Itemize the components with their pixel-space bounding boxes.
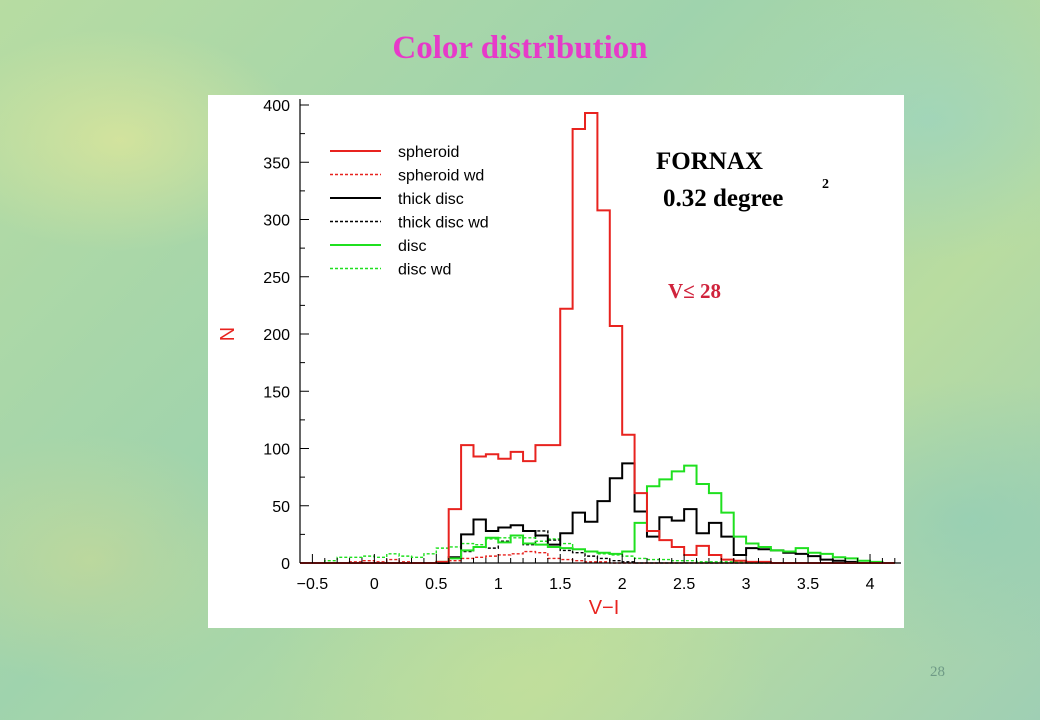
x-tick-label: −0.5 bbox=[297, 576, 329, 593]
x-axis-label: V−I bbox=[589, 597, 620, 619]
y-tick-label: 350 bbox=[263, 155, 290, 172]
axes-group: 0 50 100 150 200 250 300 350 400 −0.5 0 0.5 1 1.5 2 2.5… bbox=[217, 98, 901, 619]
survey-area-label: 0.32 degree bbox=[663, 185, 784, 212]
x-tick-label: 2 bbox=[618, 576, 627, 593]
x-tick-label: 4 bbox=[866, 576, 875, 593]
x-tick-label: 0.5 bbox=[425, 576, 447, 593]
chart-canvas: 0 50 100 150 200 250 300 350 400 −0.5 0 0.5 1 1.5 2 2.5… bbox=[217, 98, 901, 619]
legend: spheroid spheroid wd thick disc thick disc … bbox=[330, 144, 489, 279]
y-axis-label: N bbox=[217, 327, 239, 341]
y-tick-label: 0 bbox=[281, 556, 290, 573]
series-thick-disc bbox=[300, 462, 895, 564]
x-tick-label: 2.5 bbox=[673, 576, 695, 593]
page-number: 28 bbox=[930, 664, 945, 680]
y-tick-label: 300 bbox=[263, 213, 290, 230]
magnitude-cut-label: V≤ 28 bbox=[668, 279, 721, 303]
y-tick-label: 50 bbox=[272, 499, 290, 516]
x-tick-label: 0 bbox=[370, 576, 379, 593]
x-tick-label: 3.5 bbox=[797, 576, 819, 593]
legend-label: thick disc bbox=[398, 191, 464, 208]
field-name-label: FORNAX bbox=[656, 148, 763, 175]
legend-label: thick disc wd bbox=[398, 215, 489, 232]
x-tick-label: 3 bbox=[742, 576, 751, 593]
y-tick-label: 250 bbox=[263, 270, 290, 287]
legend-label: spheroid bbox=[398, 144, 459, 161]
series-spheroid bbox=[300, 112, 895, 564]
y-tick-label: 400 bbox=[263, 98, 290, 115]
legend-label: disc wd bbox=[398, 262, 451, 279]
histogram-chart: 0 50 100 150 200 250 300 350 400 −0.5 0 0.5 1 1.5 2 2.5… bbox=[208, 95, 904, 628]
y-tick-label: 100 bbox=[263, 442, 290, 459]
y-tick-label: 150 bbox=[263, 384, 290, 401]
series-disc bbox=[300, 464, 895, 564]
survey-area-exponent: 2 bbox=[822, 177, 829, 192]
slide-title: Color distribution bbox=[392, 30, 648, 66]
legend-label: spheroid wd bbox=[398, 168, 484, 185]
x-tick-label: 1 bbox=[494, 576, 503, 593]
y-tick-label: 200 bbox=[263, 327, 290, 344]
histogram-series-group bbox=[300, 112, 895, 564]
x-tick-label: 1.5 bbox=[549, 576, 571, 593]
legend-label: disc bbox=[398, 238, 426, 255]
